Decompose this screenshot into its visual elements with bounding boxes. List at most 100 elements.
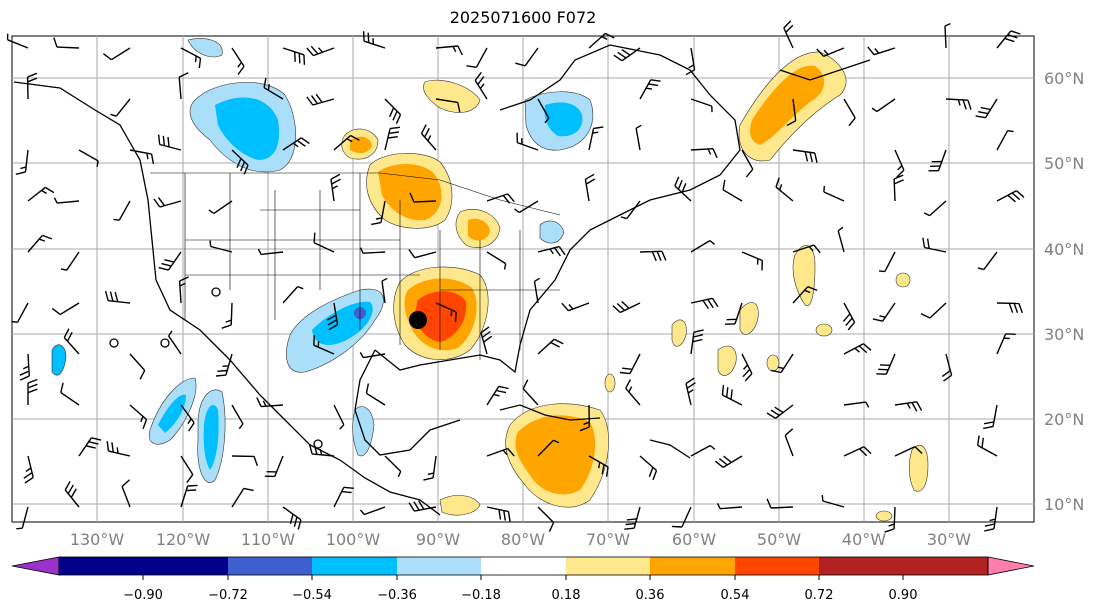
wind-barb <box>102 47 131 61</box>
lon-label: 110°W <box>241 530 296 549</box>
wind-barb <box>837 226 845 253</box>
colorbar-bin <box>59 557 144 575</box>
wind-barb <box>690 329 704 355</box>
latitude-labels: 60°N 50°N 40°N 30°N 20°N 10°N <box>1044 69 1084 514</box>
wind-barb <box>371 200 386 226</box>
wind-barb <box>878 251 896 273</box>
wind-barb <box>60 251 80 271</box>
lat-label: 40°N <box>1044 240 1084 259</box>
wind-barb <box>823 185 845 202</box>
colorbar-tick-label: −0.54 <box>292 588 332 603</box>
wind-barb <box>27 186 55 202</box>
wind-barb <box>996 30 1021 49</box>
wind-barb <box>625 379 641 406</box>
wind-barb <box>121 479 131 508</box>
wind-barb <box>263 77 284 100</box>
wind-barb <box>64 480 80 508</box>
colorbar-high-extend <box>987 556 1035 576</box>
lat-label: 60°N <box>1044 69 1084 88</box>
wind-barb <box>612 300 641 314</box>
wind-barb <box>741 353 753 382</box>
wind-barb <box>231 47 245 75</box>
shaded-fields <box>51 38 929 522</box>
wind-barb <box>843 98 856 127</box>
lat-label: 10°N <box>1044 495 1084 514</box>
colorbar-bin <box>650 557 735 575</box>
wind-barb <box>19 353 30 381</box>
wind-barb <box>784 428 794 457</box>
wind-barb <box>113 200 131 221</box>
wind-barb <box>671 506 692 528</box>
wind-barb <box>977 435 998 457</box>
wind-barb <box>435 45 463 56</box>
wind-barb <box>685 47 696 76</box>
lat-label: 30°N <box>1044 325 1084 344</box>
wind-barb <box>409 192 437 203</box>
colorbar-tick-label: −0.36 <box>377 588 417 603</box>
wind-barb <box>792 149 818 163</box>
wind-barb <box>821 495 845 508</box>
wind-barb <box>264 455 284 478</box>
wind-barb <box>180 484 198 508</box>
wind-barb <box>153 197 182 208</box>
wind-barb <box>129 353 146 380</box>
wind-barb <box>945 98 972 110</box>
colorbar-bin <box>819 557 904 575</box>
wind-barb <box>168 330 182 355</box>
wind-barb <box>23 455 34 484</box>
wind-barb <box>53 197 80 204</box>
lat-label: 50°N <box>1044 154 1084 173</box>
wind-barb <box>766 404 794 419</box>
wind-barb <box>843 343 872 355</box>
wind-barb <box>106 441 131 457</box>
wind-barb <box>944 22 951 49</box>
wind-barb <box>306 45 335 57</box>
wind-barb <box>928 149 947 172</box>
wind-barb <box>384 455 402 478</box>
wind-barb <box>282 47 306 65</box>
wind-barb <box>180 455 194 484</box>
wind-barb <box>537 439 560 457</box>
wind-barb <box>996 190 1025 203</box>
colorbar-bin <box>481 557 566 575</box>
lon-label: 40°W <box>842 530 886 549</box>
wind-barb <box>231 487 254 508</box>
wind-barb <box>588 32 615 49</box>
lon-label: 70°W <box>586 530 630 549</box>
wind-barb <box>27 378 38 405</box>
wind-barb <box>685 377 696 406</box>
wind-barb <box>722 179 743 202</box>
wind-barb <box>231 149 249 175</box>
wind-barb <box>816 47 845 57</box>
station-marker <box>409 311 427 329</box>
wind-barb <box>215 353 233 377</box>
wind-barb <box>613 47 641 62</box>
wind-barb <box>639 79 661 100</box>
wind-barb <box>282 506 302 530</box>
wind-barb <box>6 33 29 49</box>
wind-barb <box>920 302 947 319</box>
wind-barb <box>996 130 1014 151</box>
wind-barb <box>635 124 642 151</box>
wind-barb <box>579 404 590 432</box>
wind-barb <box>15 149 29 175</box>
wind-barb <box>53 37 80 49</box>
wind-barb <box>923 200 947 217</box>
wind-barb <box>306 93 335 106</box>
wind-barb <box>766 498 794 509</box>
wind-barb <box>775 177 794 202</box>
wind-barb <box>983 404 998 430</box>
wind-barb <box>639 250 667 262</box>
wind-barb <box>843 446 872 457</box>
wind-barb <box>78 437 102 457</box>
wind-barb <box>110 98 131 117</box>
calm-markers <box>109 287 323 449</box>
lon-label: 90°W <box>416 530 460 549</box>
wind-barb <box>975 98 998 119</box>
longitude-labels: 130°W 120°W 110°W 100°W 90°W 80°W 70°W 6… <box>70 530 971 549</box>
wind-barb <box>11 302 29 323</box>
colorbar-low-extend <box>11 556 60 576</box>
wind-barb <box>63 328 80 355</box>
colorbar-bin <box>735 557 820 575</box>
